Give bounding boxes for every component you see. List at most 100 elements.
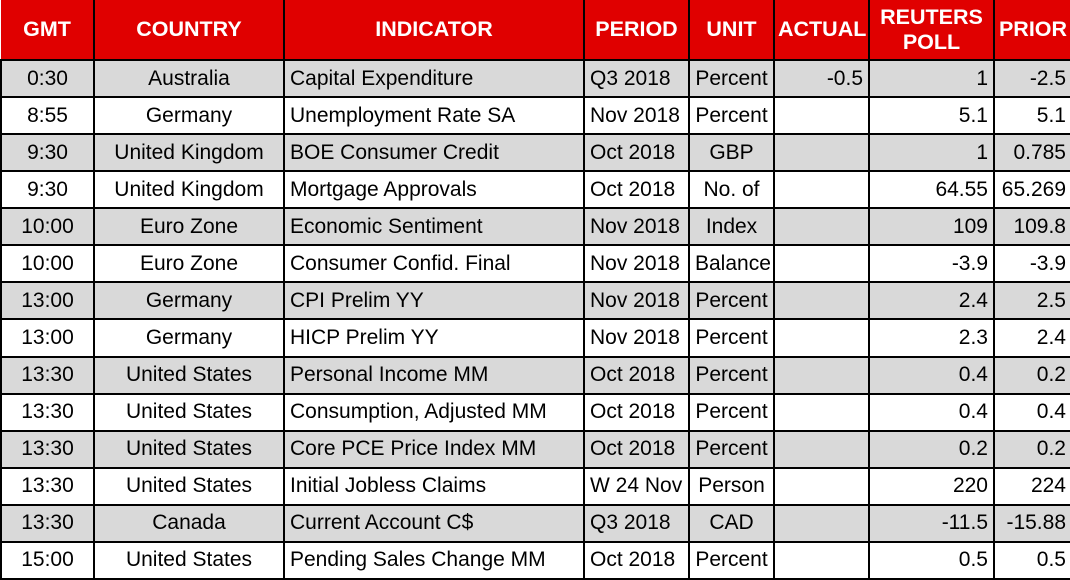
cell-indicator: BOE Consumer Credit xyxy=(283,133,585,173)
cell-unit: Percent xyxy=(688,355,775,395)
cell-gmt: 15:00 xyxy=(0,540,95,580)
cell-indicator: Pending Sales Change MM xyxy=(283,540,585,580)
column-header-gmt: GMT xyxy=(1,0,95,61)
cell-unit: No. of xyxy=(688,170,775,210)
cell-country: United States xyxy=(93,355,285,395)
cell-unit: Percent xyxy=(688,318,775,358)
column-header-prior: PRIOR xyxy=(993,0,1070,61)
cell-indicator: Economic Sentiment xyxy=(283,207,585,247)
cell-reuters_poll: -11.5 xyxy=(868,503,995,543)
table-row: 13:00 Germany CPI Prelim YY Nov 2018 Percent… xyxy=(0,281,1070,321)
cell-actual xyxy=(773,466,870,506)
cell-country: Euro Zone xyxy=(93,244,285,284)
cell-indicator: Initial Jobless Claims xyxy=(283,466,585,506)
cell-reuters_poll: 5.1 xyxy=(868,96,995,136)
cell-country: United Kingdom xyxy=(93,170,285,210)
cell-prior: 5.1 xyxy=(993,96,1070,136)
cell-gmt: 10:00 xyxy=(0,207,95,247)
cell-actual xyxy=(773,96,870,136)
cell-reuters_poll: 0.4 xyxy=(868,355,995,395)
cell-indicator: Personal Income MM xyxy=(283,355,585,395)
cell-gmt: 9:30 xyxy=(0,133,95,173)
cell-period: W 24 Nov xyxy=(583,466,690,506)
cell-prior: 224 xyxy=(993,466,1070,506)
column-header-indicator: INDICATOR xyxy=(283,0,585,61)
cell-reuters_poll: 0.2 xyxy=(868,429,995,469)
cell-unit: Percent xyxy=(688,429,775,469)
table-body: 0:30 Australia Capital Expenditure Q3 2018 P… xyxy=(0,58,1070,580)
cell-reuters_poll: 1 xyxy=(868,58,995,99)
column-header-reuters_poll: REUTERS POLL xyxy=(868,0,995,61)
cell-actual xyxy=(773,392,870,432)
cell-actual xyxy=(773,170,870,210)
cell-indicator: Capital Expenditure xyxy=(283,58,585,99)
cell-indicator: CPI Prelim YY xyxy=(283,281,585,321)
cell-country: United States xyxy=(93,540,285,580)
cell-actual xyxy=(773,540,870,580)
cell-gmt: 13:30 xyxy=(0,429,95,469)
cell-actual xyxy=(773,244,870,284)
cell-period: Q3 2018 xyxy=(583,58,690,99)
cell-prior: 65.269 xyxy=(993,170,1070,210)
column-header-country: COUNTRY xyxy=(93,0,285,61)
cell-actual xyxy=(773,133,870,173)
cell-indicator: Consumer Confid. Final xyxy=(283,244,585,284)
cell-unit: GBP xyxy=(688,133,775,173)
cell-unit: Percent xyxy=(688,96,775,136)
cell-gmt: 13:30 xyxy=(0,355,95,395)
cell-country: United States xyxy=(93,466,285,506)
cell-actual xyxy=(773,207,870,247)
table-row: 13:30 United States Initial Jobless Claims… xyxy=(0,466,1070,506)
cell-period: Nov 2018 xyxy=(583,318,690,358)
cell-prior: 0.785 xyxy=(993,133,1070,173)
cell-country: United Kingdom xyxy=(93,133,285,173)
cell-gmt: 13:30 xyxy=(0,466,95,506)
column-header-unit: UNIT xyxy=(688,0,775,61)
cell-gmt: 8:55 xyxy=(0,96,95,136)
cell-period: Q3 2018 xyxy=(583,503,690,543)
table-row: 10:00 Euro Zone Consumer Confid. Final Nov … xyxy=(0,244,1070,284)
cell-country: Germany xyxy=(93,318,285,358)
cell-actual xyxy=(773,355,870,395)
cell-unit: Person xyxy=(688,466,775,506)
cell-unit: Percent xyxy=(688,58,775,99)
cell-gmt: 0:30 xyxy=(0,58,95,99)
cell-gmt: 9:30 xyxy=(0,170,95,210)
table-row: 0:30 Australia Capital Expenditure Q3 2018 P… xyxy=(0,58,1070,99)
table-row: 13:30 Canada Current Account C$ Q3 2018 CAD -… xyxy=(0,503,1070,543)
cell-unit: Percent xyxy=(688,392,775,432)
cell-prior: 0.5 xyxy=(993,540,1070,580)
header-row: GMT COUNTRY INDICATOR PERIOD UNIT ACTUAL REUTE… xyxy=(1,0,1070,61)
cell-gmt: 10:00 xyxy=(0,244,95,284)
cell-reuters_poll: 0.4 xyxy=(868,392,995,432)
cell-prior: 109.8 xyxy=(993,207,1070,247)
table-header: GMT COUNTRY INDICATOR PERIOD UNIT ACTUAL REUTE… xyxy=(1,0,1070,61)
cell-prior: -3.9 xyxy=(993,244,1070,284)
table-row: 13:00 Germany HICP Prelim YY Nov 2018 Percen… xyxy=(0,318,1070,358)
cell-prior: -15.88 xyxy=(993,503,1070,543)
cell-reuters_poll: -3.9 xyxy=(868,244,995,284)
cell-gmt: 13:00 xyxy=(0,318,95,358)
cell-indicator: HICP Prelim YY xyxy=(283,318,585,358)
cell-country: Canada xyxy=(93,503,285,543)
table-row: 15:00 United States Pending Sales Change M… xyxy=(0,540,1070,580)
cell-prior: 0.2 xyxy=(993,429,1070,469)
cell-period: Oct 2018 xyxy=(583,392,690,432)
cell-prior: 2.4 xyxy=(993,318,1070,358)
cell-reuters_poll: 64.55 xyxy=(868,170,995,210)
cell-actual xyxy=(773,503,870,543)
cell-unit: Index xyxy=(688,207,775,247)
cell-period: Nov 2018 xyxy=(583,96,690,136)
cell-period: Nov 2018 xyxy=(583,244,690,284)
column-header-actual: ACTUAL xyxy=(773,0,870,61)
cell-indicator: Core PCE Price Index MM xyxy=(283,429,585,469)
cell-reuters_poll: 1 xyxy=(868,133,995,173)
cell-country: Euro Zone xyxy=(93,207,285,247)
cell-indicator: Current Account C$ xyxy=(283,503,585,543)
cell-country: Germany xyxy=(93,96,285,136)
cell-reuters_poll: 220 xyxy=(868,466,995,506)
cell-indicator: Mortgage Approvals xyxy=(283,170,585,210)
cell-country: United States xyxy=(93,392,285,432)
cell-gmt: 13:30 xyxy=(0,392,95,432)
